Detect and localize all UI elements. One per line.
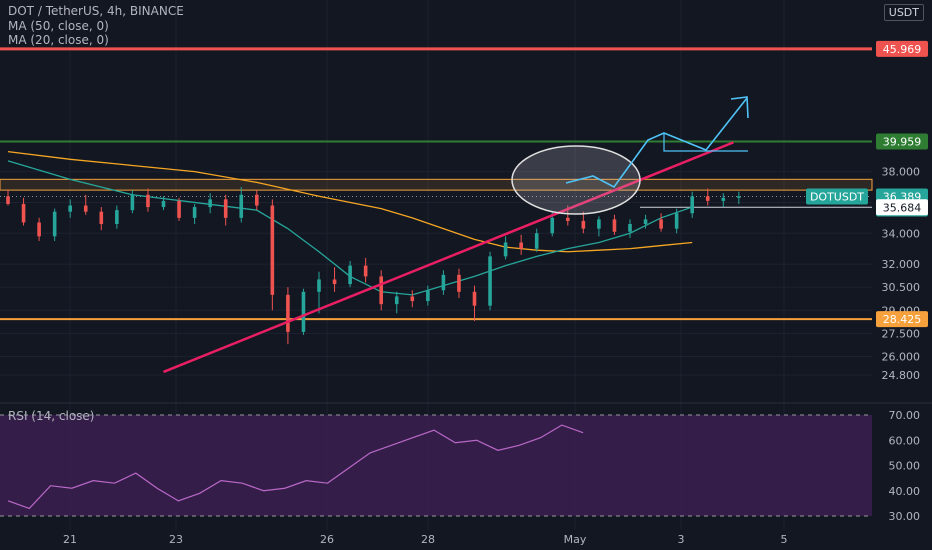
candle-body [239, 194, 244, 218]
projection-path [565, 97, 748, 189]
candle-body [192, 207, 197, 218]
candle-body [68, 205, 72, 212]
candle-body [37, 222, 41, 237]
candle-body [519, 242, 523, 249]
candle-body [286, 294, 290, 332]
candle-body [270, 205, 275, 295]
level-tag-label: 39.959 [883, 135, 922, 148]
candle-body [441, 274, 446, 291]
candle-body [223, 199, 228, 218]
candle-body [690, 196, 694, 214]
rsi-tick-label: 40.00 [889, 485, 921, 498]
x-tick-label: 21 [63, 533, 77, 546]
candle-body [550, 217, 555, 234]
candle-body [659, 219, 663, 229]
rsi-line [7, 424, 584, 510]
x-tick-label: 23 [169, 533, 183, 546]
currency-button[interactable]: USDT [883, 4, 924, 21]
rsi-tick-label: 70.00 [889, 409, 921, 422]
candle-body [363, 265, 368, 277]
level-tag-label: 45.969 [883, 43, 922, 56]
y-tick-label: 38.000 [882, 166, 921, 179]
candle-body [410, 296, 415, 302]
rsi-tick-label: 30.00 [889, 510, 921, 523]
candle-body [6, 196, 10, 204]
rsi-tick-label: 60.00 [889, 434, 921, 447]
y-tick-label: 24.800 [882, 369, 921, 382]
x-tick-label: 26 [320, 533, 334, 546]
candle-body [457, 274, 461, 292]
candle-body [332, 279, 337, 285]
candle-body [628, 224, 632, 232]
candle-body [99, 211, 104, 225]
rsi-legend: RSI (14, close) [8, 409, 95, 423]
x-tick-label: 5 [781, 533, 788, 546]
ma50-line [7, 150, 693, 253]
y-tick-label: 34.000 [882, 227, 921, 240]
projection-flag [663, 133, 748, 152]
candle-body [394, 296, 399, 305]
rsi-band [0, 415, 872, 516]
candle-body [597, 219, 601, 229]
marked-level-tag: 35.684 [883, 201, 922, 214]
candle-body [721, 197, 726, 201]
y-tick-label: 30.500 [882, 281, 921, 294]
level-tag-label: 28.425 [883, 313, 922, 326]
candle-body [612, 219, 617, 232]
candle-body [643, 219, 648, 225]
candle-body [534, 233, 539, 249]
symbol-title: DOT / TetherUS, 4h, BINANCE [8, 4, 184, 18]
candle-body [301, 291, 306, 332]
trendline [163, 141, 734, 374]
x-tick-label: May [564, 533, 587, 546]
candle-body [737, 196, 741, 198]
level-tag-bg [876, 133, 928, 150]
level-tag-bg [876, 40, 928, 57]
y-tick-label: 26.000 [882, 351, 921, 364]
candle-body [566, 217, 570, 221]
candle-body [146, 194, 150, 208]
candle-body [426, 290, 430, 302]
candle-body [348, 265, 352, 285]
ma20-legend: MA (20, close, 0) [8, 33, 109, 47]
candle-body [21, 203, 26, 223]
candle-body [317, 279, 321, 292]
candle-body [379, 276, 383, 305]
candle-body [472, 291, 477, 306]
y-tick-label: 27.500 [882, 327, 921, 340]
rsi-tick-label: 50.00 [889, 460, 921, 473]
candle-body [208, 199, 212, 208]
candle-body [177, 200, 181, 218]
ma50-legend: MA (50, close, 0) [8, 19, 109, 33]
level-tag-bg [876, 311, 928, 328]
candle-body [255, 194, 259, 206]
projection-arrow [730, 96, 749, 119]
resistance-zone [0, 178, 873, 191]
candle-body [488, 256, 492, 306]
candle-body [705, 196, 710, 201]
symbol-tag: DOTUSDT [810, 190, 864, 203]
candle-body [130, 194, 135, 211]
candle-body [83, 205, 88, 212]
x-tick-label: 28 [421, 533, 435, 546]
marked-level-tag-bg [876, 199, 928, 216]
y-tick-label: 32.000 [882, 258, 921, 271]
candle-body [161, 200, 166, 208]
symbol-tag-bg [806, 188, 868, 205]
candle-body [503, 242, 508, 257]
candle-body [581, 220, 586, 229]
candle-body [115, 210, 119, 225]
candle-body [52, 211, 57, 237]
candle-body [674, 213, 679, 229]
x-tick-label: 3 [678, 533, 685, 546]
